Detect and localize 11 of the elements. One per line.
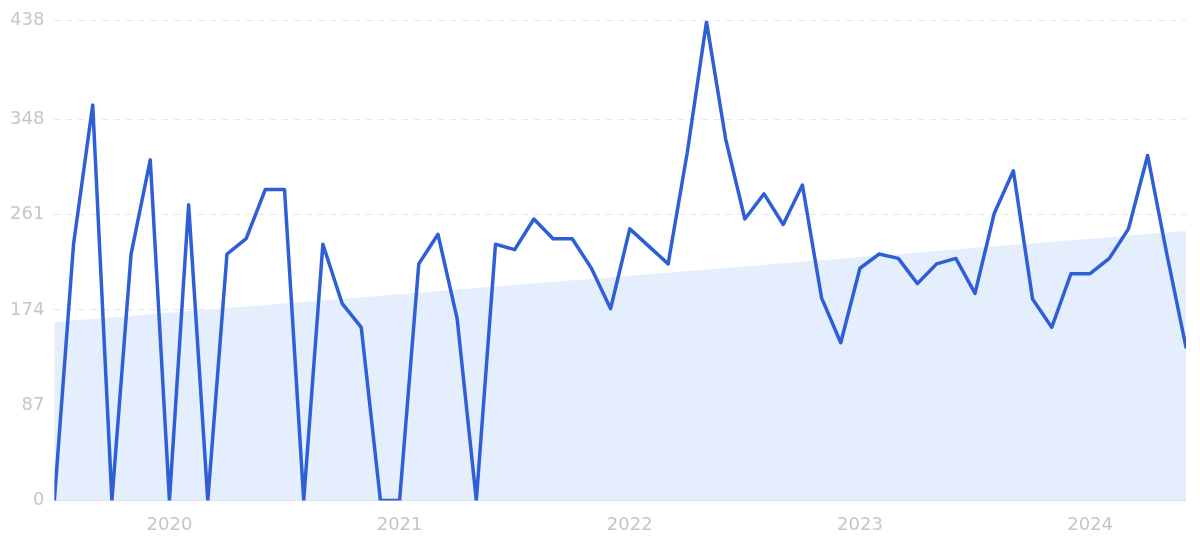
y-tick-label: 174 — [10, 297, 45, 319]
y-tick-label: 0 — [32, 488, 45, 510]
x-tick-label: 2023 — [837, 512, 883, 534]
y-tick-label: 348 — [10, 107, 45, 129]
x-tick-label: 2022 — [606, 512, 653, 534]
x-tick-label: 2024 — [1067, 512, 1113, 534]
x-tick-label: 2020 — [146, 512, 193, 534]
y-tick-label: 87 — [21, 392, 45, 414]
y-tick-label: 438 — [10, 8, 45, 30]
y-tick-label: 261 — [10, 202, 45, 224]
x-tick-label: 2021 — [376, 512, 423, 534]
